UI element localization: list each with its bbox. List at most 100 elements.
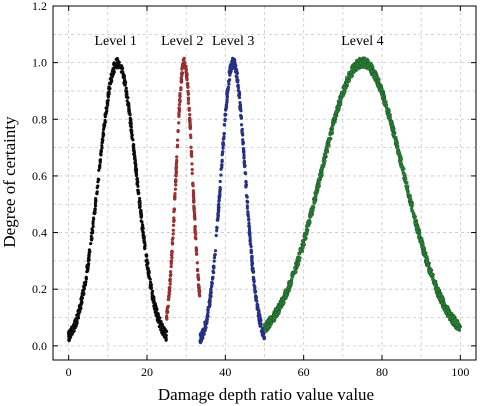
series-4-point <box>440 301 445 305</box>
series-4-point <box>372 72 376 76</box>
series-1-point <box>87 250 91 255</box>
series-1-point <box>87 257 91 261</box>
series-1-point <box>101 127 106 132</box>
series-1-point <box>137 199 142 203</box>
series-2-point <box>169 264 173 269</box>
series-4-point <box>319 166 324 170</box>
series-3-point <box>225 100 229 105</box>
series-3-point <box>257 308 261 312</box>
series-2-point <box>191 183 195 187</box>
series-4-point <box>413 217 417 221</box>
series-1-point <box>121 72 125 76</box>
series-2-point <box>180 73 184 78</box>
series-3-point <box>247 221 251 225</box>
series-3-point <box>245 195 249 199</box>
series-4-point <box>343 86 347 90</box>
series-4-point <box>313 199 317 204</box>
series-3-point <box>255 302 259 307</box>
series-4-point <box>399 157 403 161</box>
series-2-point <box>189 145 193 149</box>
series-4-point <box>307 224 311 228</box>
series-3-point <box>233 70 238 74</box>
series-4-point <box>402 172 406 176</box>
series-4-point <box>359 61 363 65</box>
series-1-point <box>100 140 105 144</box>
series-2-point <box>177 111 181 116</box>
series-4-point <box>274 312 279 316</box>
series-4-point <box>425 255 429 259</box>
series-1-point <box>127 108 131 113</box>
series-4-point <box>352 63 357 67</box>
series-4-point <box>314 189 318 193</box>
series-2-point <box>164 314 169 318</box>
series-3-point <box>226 85 231 89</box>
series-3-point <box>218 194 222 198</box>
series-3-point <box>251 269 255 274</box>
series-3-point <box>237 93 241 98</box>
series-3-point <box>241 138 245 142</box>
series-3-point <box>220 163 224 167</box>
series-3-point <box>247 224 251 228</box>
series-4-point <box>390 127 395 131</box>
series-4-point <box>429 272 433 277</box>
series-4-point <box>433 283 437 288</box>
series-3-point <box>253 289 258 294</box>
series-3-point <box>217 198 221 203</box>
series-1-point <box>84 276 88 280</box>
series-1-point <box>132 152 136 156</box>
x-axis-title: Damage depth ratio value value <box>158 385 374 404</box>
series-4-point <box>387 107 391 112</box>
series-4-point <box>355 63 360 68</box>
x-tick-label: 80 <box>376 365 388 379</box>
series-2-point <box>168 285 172 290</box>
series-2-point <box>182 59 186 64</box>
series-1-point <box>142 240 146 244</box>
series-2-point <box>193 235 197 239</box>
series-1-point <box>114 57 118 62</box>
series-2-point <box>180 63 185 67</box>
series-1-point <box>90 227 94 231</box>
series-3-point <box>218 191 222 195</box>
series-4-point <box>275 307 279 312</box>
x-tick-label: 100 <box>451 365 469 379</box>
series-3-point <box>251 266 255 271</box>
series-4-point <box>268 315 272 319</box>
series-4-point <box>420 237 424 241</box>
series-2-point <box>172 209 176 214</box>
series-4-point <box>405 189 410 193</box>
series-2-point <box>194 232 198 236</box>
series-4-point <box>445 305 449 309</box>
series-3-point <box>253 294 258 298</box>
series-1-point <box>85 269 89 274</box>
series-2-point <box>191 189 196 193</box>
series-4-point <box>320 172 324 176</box>
series-3-point <box>241 142 245 146</box>
series-2-point <box>190 162 194 166</box>
series-3-point <box>240 127 244 132</box>
series-3-point <box>228 67 233 71</box>
series-4-point <box>402 178 407 183</box>
series-2-point <box>179 79 183 84</box>
series-4-point <box>302 235 306 239</box>
series-2-point <box>194 252 199 256</box>
series-2-point <box>165 317 169 321</box>
series-2-point <box>172 216 176 220</box>
series-4-point <box>372 76 377 80</box>
series-3-point <box>222 123 227 127</box>
series-3-point <box>210 281 214 285</box>
series-2-point <box>188 124 192 128</box>
series-3-point <box>239 123 244 127</box>
series-4-point <box>317 183 321 188</box>
series-1-point <box>141 233 145 237</box>
series-3-point <box>248 242 253 246</box>
series-1-point <box>162 326 166 330</box>
series-1-point <box>129 128 133 132</box>
series-1-point <box>149 283 153 288</box>
series-3-point <box>247 231 251 235</box>
series-1-point <box>91 217 96 221</box>
series-1-point <box>130 133 134 137</box>
series-1-point <box>141 224 145 229</box>
series-1-point <box>135 182 139 186</box>
series-4-point <box>333 120 337 124</box>
